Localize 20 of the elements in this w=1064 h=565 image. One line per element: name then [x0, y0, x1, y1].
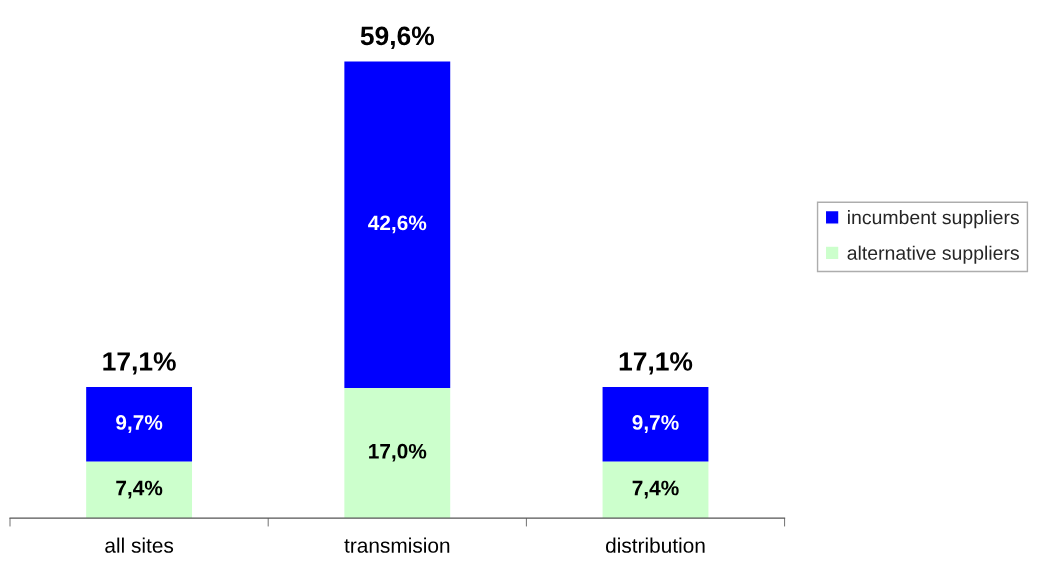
x-tick-label: transmision [344, 537, 450, 553]
bar [344, 61, 451, 388]
data-label: 42,6% [368, 215, 427, 234]
bar [86, 387, 193, 462]
data-label: 7,4% [632, 480, 679, 499]
bar [86, 461, 193, 519]
data-label: 9,7% [116, 415, 163, 433]
legend-label: alternative suppliers [847, 245, 1019, 264]
x-tick-label: all sites [105, 537, 174, 553]
bar [602, 461, 709, 519]
bar [344, 387, 451, 519]
x-tick-label: distribution [606, 537, 705, 553]
legend-label: incumbent suppliers [848, 210, 1019, 229]
total-label: 17,1% [619, 352, 693, 375]
data-label: 7,4% [116, 480, 163, 499]
data-label: 9,7% [632, 415, 679, 433]
data-label: 17,0% [369, 443, 427, 462]
total-label: 17,1% [103, 352, 176, 375]
bar [602, 387, 709, 462]
total-label: 59,6% [360, 26, 435, 50]
